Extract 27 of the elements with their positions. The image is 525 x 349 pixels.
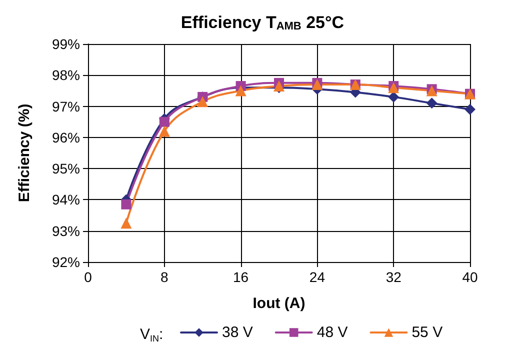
legend-label: 48 V	[316, 324, 348, 341]
point	[426, 98, 438, 109]
y-tick-label: 97%	[52, 98, 80, 114]
point	[235, 85, 246, 96]
x-tick-label: 16	[233, 269, 249, 285]
x-tick-label: 24	[309, 269, 326, 285]
y-tick-label: 96%	[52, 129, 80, 146]
y-tick-label: 92%	[52, 254, 80, 270]
point	[158, 126, 170, 137]
y-axis-title: Efficiency (%)	[16, 104, 33, 202]
y-tick-label: 99%	[52, 36, 80, 52]
point	[121, 199, 132, 210]
x-tick-label: 8	[160, 269, 168, 285]
x-tick-label: 40	[462, 269, 478, 285]
legend-label: 55 V	[412, 324, 443, 341]
point	[464, 104, 476, 115]
x-tick-label: 32	[386, 269, 402, 285]
point	[159, 116, 170, 127]
y-tick-label: 95%	[52, 160, 80, 177]
y-tick-label: 98%	[52, 67, 80, 84]
point	[197, 96, 208, 108]
x-tick-label: 0	[84, 269, 92, 285]
x-axis-title: Iout (A)	[252, 295, 306, 312]
y-tick-label: 94%	[52, 192, 80, 208]
point	[120, 218, 132, 229]
y-tick-label: 93%	[52, 222, 80, 239]
legend-label: 38 V	[222, 324, 253, 341]
